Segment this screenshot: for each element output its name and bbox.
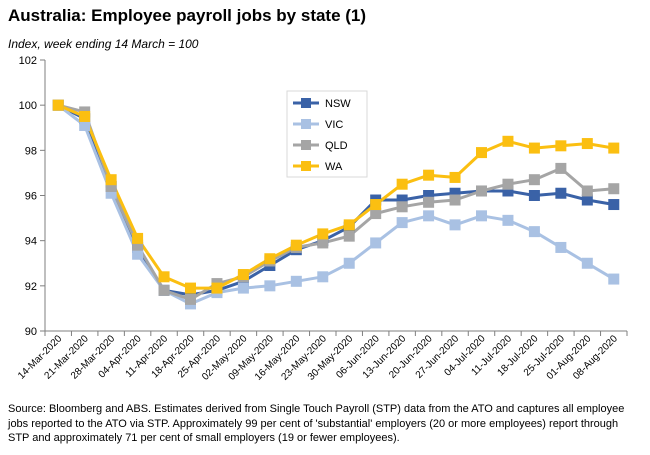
chart-legend: NSW VIC QLD WA xyxy=(286,90,368,178)
legend-label-nsw: NSW xyxy=(325,98,351,110)
series-line-wa xyxy=(57,103,615,290)
data-point-qld xyxy=(476,185,487,197)
data-point-qld xyxy=(158,284,170,296)
data-point-vic xyxy=(423,210,435,222)
legend-marker-nsw xyxy=(301,98,311,108)
data-point-vic xyxy=(396,217,408,229)
y-tick-label: 92 xyxy=(25,281,37,293)
data-point-wa xyxy=(476,147,487,159)
chart-title: Australia: Employee payroll jobs by stat… xyxy=(8,6,367,25)
data-point-nsw xyxy=(528,190,540,201)
data-point-wa xyxy=(581,138,593,150)
data-point-qld xyxy=(370,208,382,220)
data-point-wa xyxy=(396,178,408,190)
y-tick-label: 94 xyxy=(25,236,37,248)
data-point-qld xyxy=(185,293,196,305)
data-point-vic xyxy=(264,280,276,292)
data-point-nsw xyxy=(555,187,567,199)
data-point-wa xyxy=(449,171,461,183)
data-point-wa xyxy=(185,282,196,294)
legend-marker-wa xyxy=(301,161,311,171)
series-line-vic xyxy=(57,104,615,306)
data-point-qld xyxy=(343,230,355,242)
chart-subtitle: Index, week ending 14 March = 100 xyxy=(8,37,199,51)
data-point-nsw xyxy=(581,194,593,206)
data-point-qld xyxy=(105,180,117,192)
y-tick-label: 96 xyxy=(25,191,37,203)
series-markers xyxy=(52,99,620,310)
data-point-vic xyxy=(370,237,382,249)
data-point-wa xyxy=(132,232,144,244)
data-point-vic xyxy=(528,226,540,238)
data-point-wa xyxy=(290,239,302,251)
data-point-wa xyxy=(317,228,329,240)
data-point-qld xyxy=(317,237,329,249)
data-point-wa xyxy=(211,282,223,294)
data-point-wa xyxy=(370,199,382,211)
data-point-qld xyxy=(423,196,435,208)
data-point-vic xyxy=(581,257,593,269)
data-point-qld xyxy=(449,194,461,206)
data-point-nsw xyxy=(449,187,461,199)
legend-label-vic: VIC xyxy=(325,119,343,131)
legend-label-wa: WA xyxy=(325,161,343,173)
legend-marker-qld xyxy=(301,140,311,150)
source-note: Source: Bloomberg and ABS. Estimates der… xyxy=(8,403,625,444)
data-point-qld xyxy=(581,185,593,197)
data-point-vic xyxy=(343,257,355,269)
data-point-vic xyxy=(502,214,514,226)
data-point-vic xyxy=(237,282,249,294)
series-line-qld xyxy=(57,103,614,301)
data-point-vic xyxy=(317,271,329,283)
data-point-nsw xyxy=(396,194,408,206)
data-point-qld xyxy=(555,162,567,174)
data-point-vic xyxy=(476,210,487,222)
data-point-wa xyxy=(502,135,514,147)
y-tick-label: 100 xyxy=(19,100,37,112)
legend-label-qld: QLD xyxy=(325,140,348,152)
y-tick-label: 102 xyxy=(19,55,37,67)
data-point-wa xyxy=(528,142,540,154)
data-point-wa xyxy=(343,219,355,231)
data-point-wa xyxy=(105,174,117,186)
data-point-qld xyxy=(528,174,540,186)
data-point-vic xyxy=(555,241,567,253)
data-point-vic xyxy=(105,187,117,199)
data-point-qld xyxy=(502,178,514,190)
data-point-wa xyxy=(158,271,170,283)
data-point-vic xyxy=(132,248,144,260)
data-point-qld xyxy=(608,183,620,195)
series-lines xyxy=(57,103,615,306)
legend-marker-vic xyxy=(301,119,311,129)
data-point-wa xyxy=(264,253,276,265)
data-point-nsw xyxy=(423,190,435,201)
y-tick-label: 98 xyxy=(25,145,37,157)
data-point-nsw xyxy=(502,185,514,197)
data-point-qld xyxy=(132,239,144,251)
data-point-vic xyxy=(449,219,461,231)
y-tick-label: 90 xyxy=(25,326,37,338)
line-chart: 909294969810010214-Mar-202021-Mar-202028… xyxy=(16,55,628,383)
data-point-wa xyxy=(423,169,435,181)
data-point-wa xyxy=(52,99,64,111)
data-point-wa xyxy=(237,269,249,281)
data-point-qld xyxy=(396,201,408,213)
data-point-wa xyxy=(79,110,91,122)
data-point-nsw xyxy=(608,199,620,211)
data-point-wa xyxy=(555,140,567,152)
data-point-wa xyxy=(608,142,620,154)
data-point-vic xyxy=(290,275,302,287)
data-point-vic xyxy=(79,119,91,131)
data-point-vic xyxy=(608,273,620,285)
legend-box xyxy=(286,90,368,178)
